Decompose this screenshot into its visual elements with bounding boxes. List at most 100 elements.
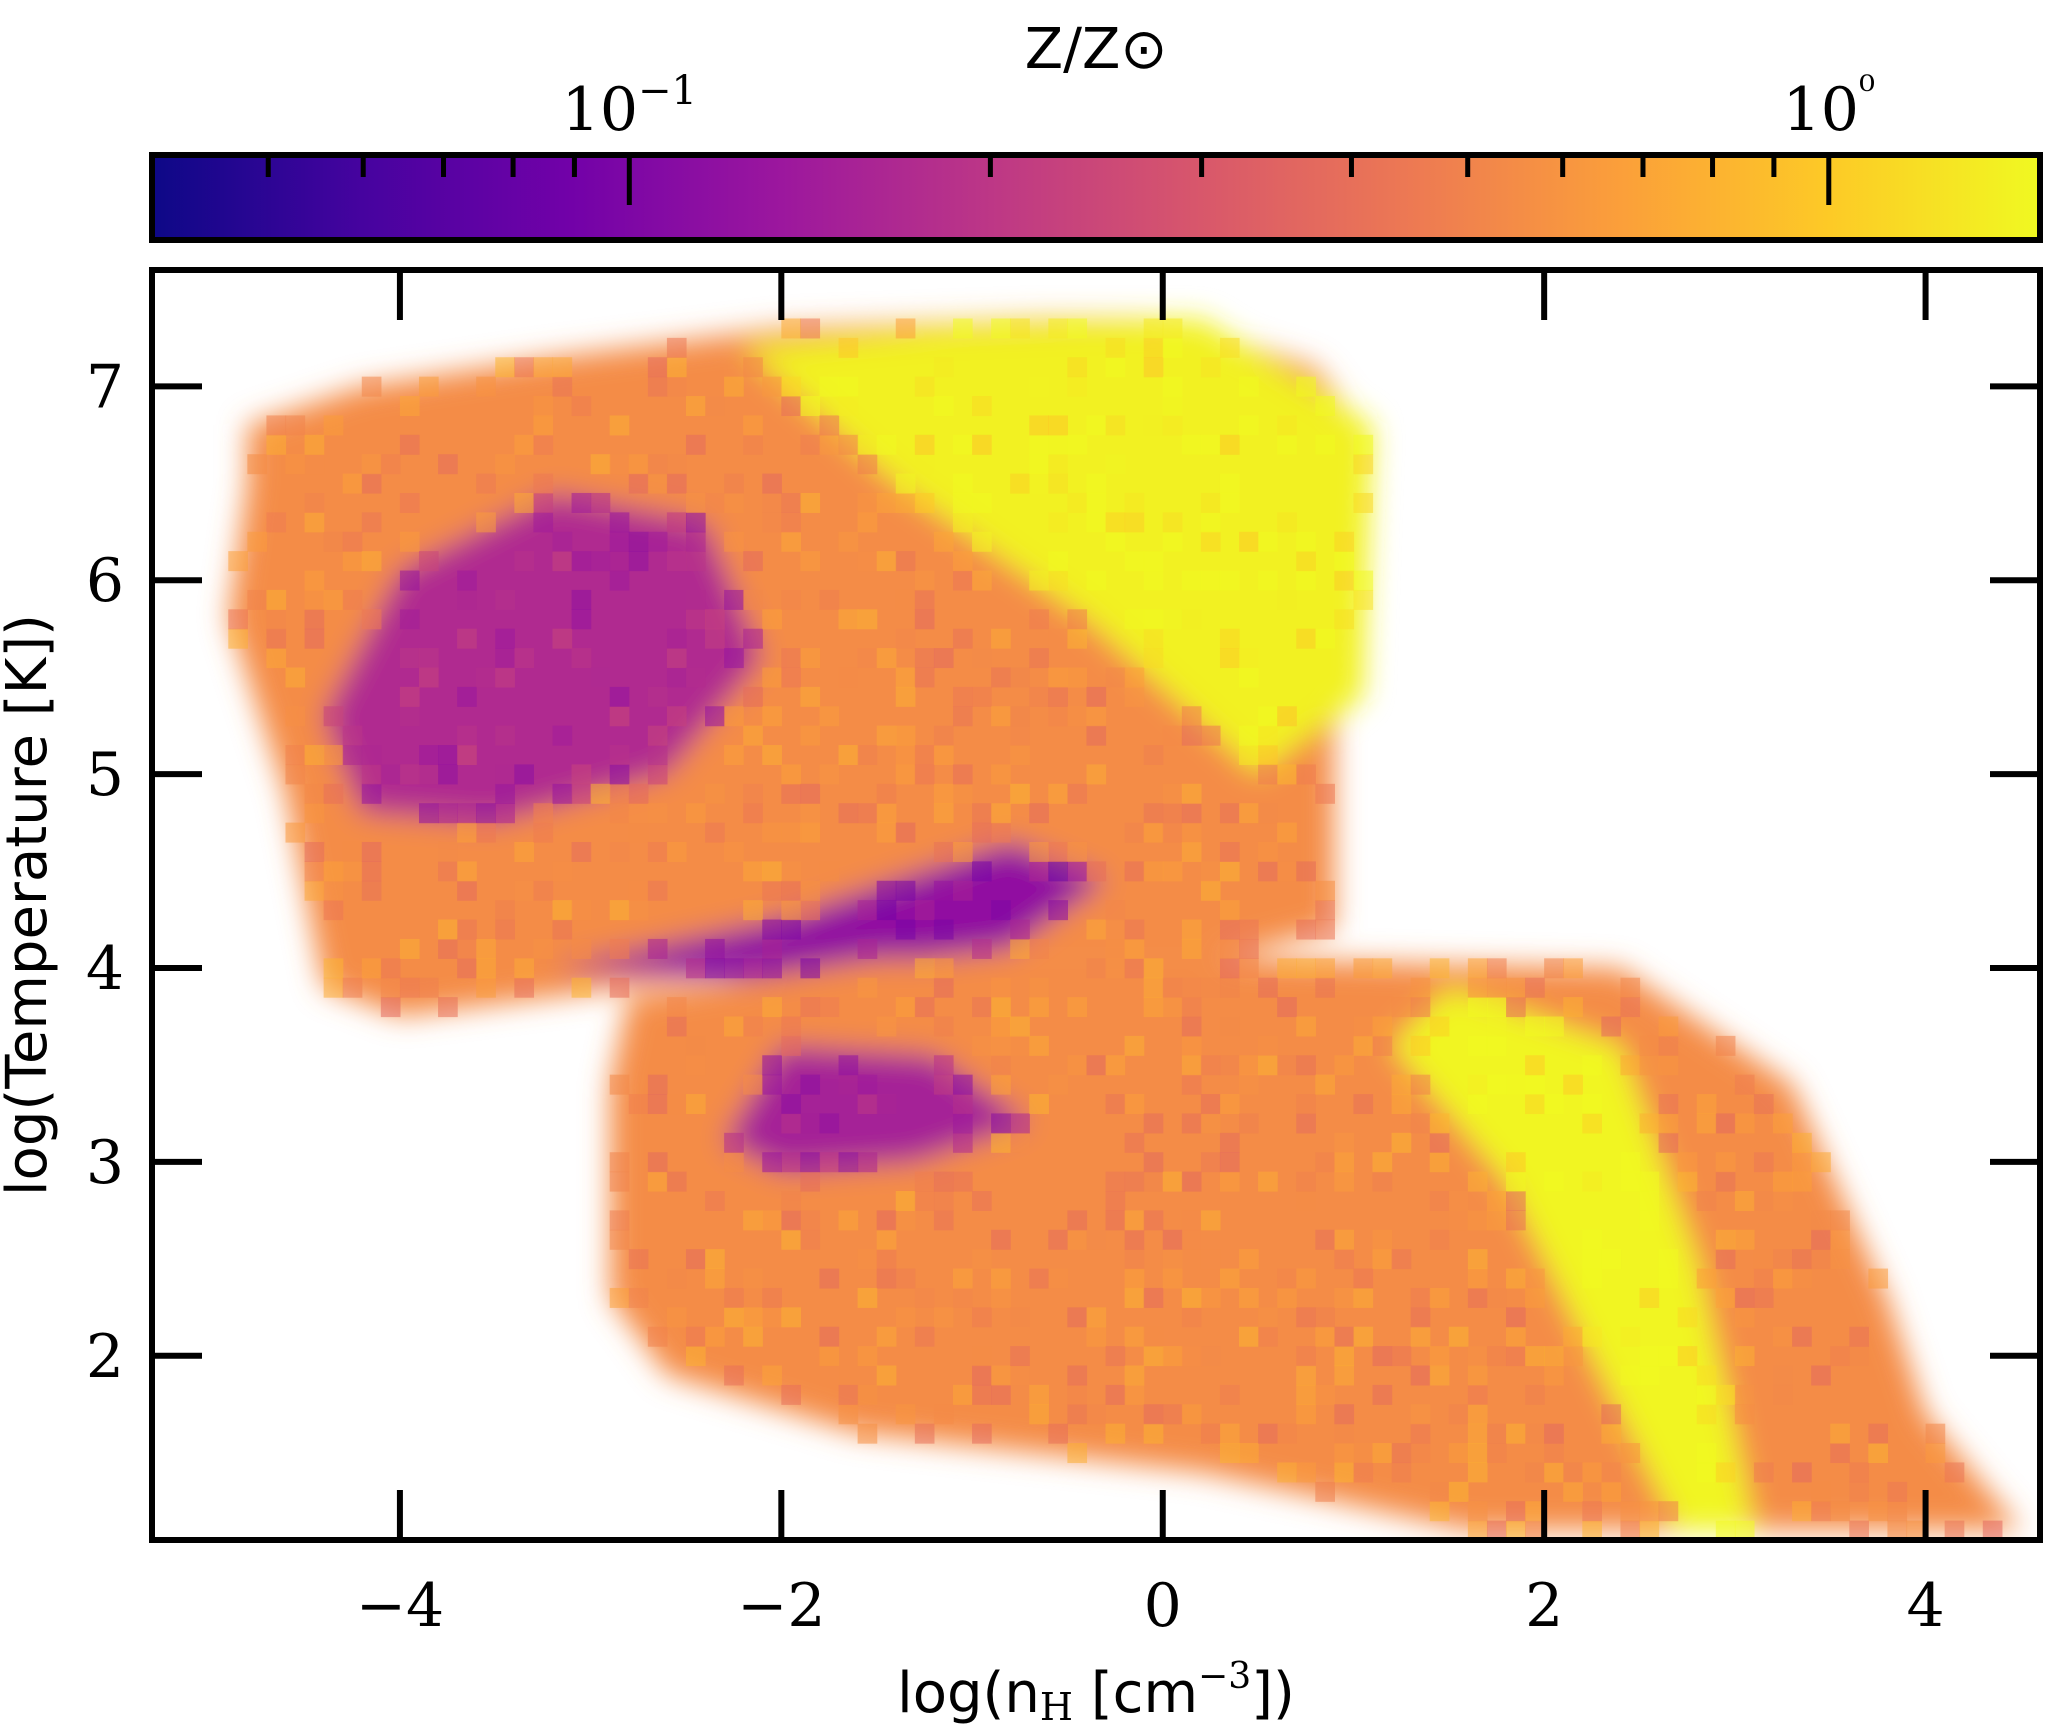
heatmap-cell [399, 531, 420, 552]
heatmap-cell [838, 396, 859, 417]
heatmap-cell [914, 667, 935, 688]
heatmap-cell [399, 938, 420, 959]
heatmap-cell [1086, 1404, 1107, 1425]
heatmap-cell [1239, 1326, 1259, 1347]
heatmap-cell [1029, 434, 1049, 455]
heatmap-cell [1143, 1326, 1164, 1347]
x-tick-label: 4 [1906, 1571, 1944, 1641]
heatmap-cell [1467, 1094, 1488, 1115]
heatmap-cell [1658, 1501, 1679, 1522]
heatmap-cell [418, 764, 439, 785]
heatmap-cell [1162, 609, 1183, 630]
heatmap-cell [1887, 1481, 1908, 1502]
heatmap-cell [476, 977, 496, 998]
heatmap-cell [724, 531, 744, 552]
heatmap-cell [304, 492, 325, 513]
heatmap-cell [609, 764, 630, 785]
heatmap-cell [1811, 1365, 1831, 1386]
heatmap-cell [571, 648, 592, 669]
heatmap-cell [323, 531, 344, 552]
heatmap-cell [1010, 706, 1030, 727]
heatmap-cell [685, 1035, 706, 1056]
heatmap-cell [1734, 1404, 1755, 1425]
heatmap-cell [399, 706, 420, 727]
heatmap-cell [1258, 570, 1278, 591]
heatmap-cell [800, 997, 821, 1018]
heatmap-cell [1162, 1404, 1183, 1425]
heatmap-cell [1639, 1346, 1660, 1367]
heatmap-cell [1315, 1384, 1335, 1405]
heatmap-cell [1486, 958, 1507, 979]
heatmap-cell [1143, 1152, 1164, 1173]
heatmap-cell [781, 1190, 802, 1211]
heatmap-cell [304, 512, 325, 533]
heatmap-cell [1773, 1113, 1793, 1134]
heatmap-cell [991, 900, 1011, 921]
heatmap-cell [1715, 1520, 1736, 1540]
heatmap-cell [1353, 1287, 1374, 1308]
heatmap-cell [1315, 783, 1335, 804]
heatmap-cell [628, 1249, 649, 1270]
heatmap-cell [1162, 1268, 1183, 1289]
heatmap-cell [685, 667, 706, 688]
heatmap-cell [1086, 1229, 1107, 1250]
heatmap-cell [1277, 764, 1297, 785]
heatmap-cell [323, 589, 344, 610]
heatmap-cell [838, 1384, 859, 1405]
heatmap-cell [418, 551, 439, 572]
heatmap-cell [1811, 1249, 1831, 1270]
heatmap-cell [876, 822, 897, 843]
heatmap-cell [743, 783, 763, 804]
heatmap-cell [1029, 977, 1049, 998]
heatmap-cell [972, 1190, 992, 1211]
heatmap-cell [800, 803, 821, 824]
heatmap-cell [933, 1171, 954, 1192]
heatmap-cell [285, 822, 306, 843]
y-tick-label: 3 [86, 1128, 124, 1198]
heatmap-cell [666, 1307, 687, 1328]
heatmap-cell [1582, 1268, 1602, 1289]
heatmap-cell [418, 977, 439, 998]
heatmap-cell [933, 919, 954, 940]
heatmap-cell [1219, 958, 1240, 979]
heatmap-cell [1429, 1287, 1450, 1308]
heatmap-cell [1582, 1462, 1602, 1483]
heatmap-cell [1506, 997, 1526, 1018]
heatmap-cell [1639, 1365, 1660, 1386]
heatmap-cell [1143, 745, 1164, 766]
heatmap-cell [1239, 648, 1259, 669]
heatmap-cell [1563, 1074, 1583, 1095]
heatmap-cell [323, 977, 344, 998]
heatmap-cell [1525, 1268, 1545, 1289]
heatmap-cell [1143, 609, 1164, 630]
colorbar-gradient [152, 155, 2040, 240]
heatmap-cell [1506, 1520, 1526, 1540]
heatmap-cell [972, 938, 992, 959]
heatmap-cell [1219, 628, 1240, 649]
heatmap-cell [1448, 1190, 1469, 1211]
heatmap-cell [1544, 1016, 1564, 1037]
heatmap-cell [1143, 628, 1164, 649]
heatmap-cell [781, 1384, 802, 1405]
heatmap-cell [1334, 1423, 1355, 1444]
heatmap-cell [857, 512, 878, 533]
heatmap-cell [743, 1210, 763, 1231]
heatmap-cell [323, 880, 344, 901]
heatmap-cell [876, 1249, 897, 1270]
heatmap-cell [1620, 977, 1641, 998]
heatmap-cell [1010, 725, 1030, 746]
heatmap-cell [1715, 1249, 1736, 1270]
heatmap-cell [1467, 1462, 1488, 1483]
heatmap-cell [914, 570, 935, 591]
heatmap-cell [1219, 841, 1240, 862]
heatmap-cell [1372, 1152, 1393, 1173]
heatmap-cell [1219, 803, 1240, 824]
heatmap-cell [762, 919, 782, 940]
heatmap-cell [571, 764, 592, 785]
heatmap-cell [876, 648, 897, 669]
heatmap-cell [743, 725, 763, 746]
heatmap-cell [457, 919, 477, 940]
heatmap-cell [1544, 1462, 1564, 1483]
heatmap-cell [304, 570, 325, 591]
heatmap-cell [1143, 551, 1164, 572]
